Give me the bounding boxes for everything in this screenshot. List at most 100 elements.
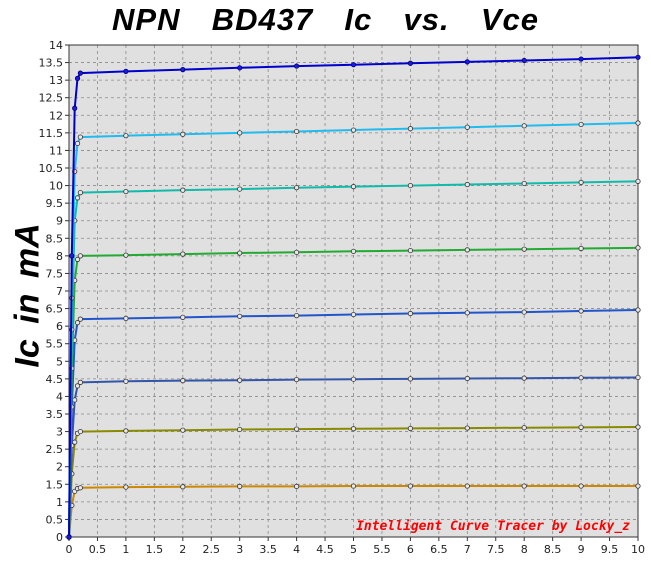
data-point xyxy=(350,426,357,432)
x-tick-label: 0.5 xyxy=(89,543,107,556)
y-tick-label: 11 xyxy=(49,144,63,157)
grid-lines xyxy=(69,45,638,537)
x-tick-label: 8.5 xyxy=(544,543,562,556)
data-point xyxy=(74,140,81,146)
y-tick-label: 5 xyxy=(56,355,63,368)
data-point xyxy=(77,316,83,322)
data-point xyxy=(237,483,243,489)
axes xyxy=(65,44,639,541)
data-point xyxy=(521,309,527,315)
data-point xyxy=(350,184,357,190)
data-point xyxy=(464,425,470,431)
y-tick-label: 12 xyxy=(49,109,63,122)
data-point xyxy=(237,377,243,383)
y-tick-label: 9.5 xyxy=(46,197,64,210)
data-point xyxy=(407,247,413,254)
series-1 xyxy=(66,483,641,540)
y-tick-label: 13.5 xyxy=(39,57,64,70)
tick-labels: 0 0.5 1 1.5 2 2.5 3 3.5 4 4.5 5 5.5 6 6.5 7 7.5 8 8.5 9 9.5… xyxy=(39,39,646,556)
data-point xyxy=(464,124,470,130)
y-tick-label: 3.5 xyxy=(46,408,64,421)
series-8 xyxy=(66,54,641,540)
data-point xyxy=(237,130,243,136)
data-point xyxy=(74,320,81,326)
data-point xyxy=(635,424,641,430)
y-tick-label: 12.5 xyxy=(39,92,64,105)
data-point xyxy=(123,378,129,384)
data-point xyxy=(237,250,243,256)
data-point xyxy=(521,425,527,431)
y-tick-label: 14 xyxy=(49,39,63,52)
data-point xyxy=(407,425,413,432)
data-point xyxy=(74,383,81,389)
x-tick-label: 0 xyxy=(66,543,73,556)
y-tick-label: 6 xyxy=(56,320,63,333)
data-point xyxy=(123,252,129,258)
y-tick-label: 13 xyxy=(49,74,63,87)
y-tick-label: 8 xyxy=(56,250,63,263)
x-tick-label: 8 xyxy=(521,543,528,556)
data-point xyxy=(77,70,83,76)
x-tick-label: 6.5 xyxy=(430,543,448,556)
data-point xyxy=(77,190,83,196)
data-point xyxy=(464,59,470,65)
data-point xyxy=(69,253,75,259)
data-point xyxy=(635,374,641,381)
data-point xyxy=(578,179,584,186)
data-point xyxy=(407,182,413,189)
y-tick-label: 8.5 xyxy=(46,232,64,245)
chart-title: NPN BD437 Ic vs. Vce xyxy=(112,2,539,37)
data-point xyxy=(74,195,81,201)
data-point xyxy=(293,376,300,383)
data-point xyxy=(74,256,81,262)
y-tick-label: 1.5 xyxy=(46,478,64,491)
x-tick-label: 7 xyxy=(464,543,471,556)
data-point xyxy=(123,188,129,195)
data-point xyxy=(635,245,641,251)
data-point xyxy=(521,123,527,129)
data-point xyxy=(407,126,413,132)
data-point xyxy=(635,120,641,126)
y-tick-label: 11.5 xyxy=(39,127,64,140)
data-point xyxy=(237,426,243,433)
y-tick-label: 10 xyxy=(49,180,63,193)
data-point xyxy=(407,60,413,66)
data-point xyxy=(123,428,129,434)
data-point xyxy=(635,483,641,489)
data-point xyxy=(578,56,584,62)
y-tick-label: 1 xyxy=(56,496,63,509)
x-tick-label: 4 xyxy=(293,543,300,556)
data-point xyxy=(521,180,527,187)
data-point xyxy=(237,65,243,71)
data-point xyxy=(578,121,584,128)
data-point xyxy=(293,249,300,255)
x-tick-label: 2.5 xyxy=(203,543,221,556)
data-point xyxy=(293,426,300,432)
x-tick-label: 5 xyxy=(350,543,357,556)
data-point xyxy=(464,181,470,188)
series-4 xyxy=(66,307,641,540)
data-point xyxy=(77,379,83,385)
data-point xyxy=(578,308,584,314)
data-point xyxy=(180,427,186,433)
y-tick-label: 2.5 xyxy=(46,443,64,456)
data-point xyxy=(464,375,470,382)
data-point xyxy=(66,534,72,540)
data-point xyxy=(350,248,357,254)
data-point xyxy=(123,484,129,490)
data-point xyxy=(180,314,186,320)
x-tick-label: 4.5 xyxy=(316,543,334,556)
data-point xyxy=(521,483,527,489)
watermark-text: Intelligent Curve Tracer by Locky_z xyxy=(356,519,630,534)
y-tick-label: 6.5 xyxy=(46,303,64,316)
y-tick-label: 4 xyxy=(56,390,63,403)
data-point xyxy=(180,378,186,384)
data-point xyxy=(293,185,300,191)
data-point xyxy=(521,375,527,381)
y-tick-label: 7.5 xyxy=(46,267,64,280)
y-tick-label: 3 xyxy=(56,426,63,439)
data-point xyxy=(350,127,357,133)
data-point xyxy=(464,483,470,489)
y-tick-label: 7 xyxy=(56,285,63,298)
